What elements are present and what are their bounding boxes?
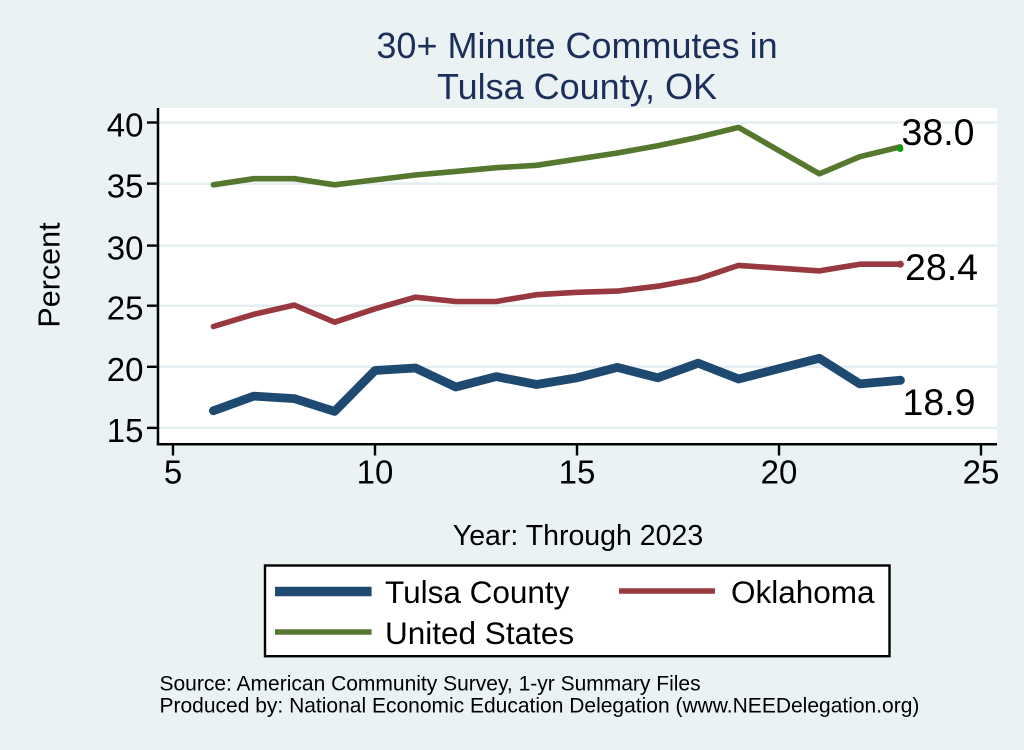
svg-text:30+ Minute Commutes in: 30+ Minute Commutes in <box>376 25 777 66</box>
svg-text:20: 20 <box>107 351 144 388</box>
svg-text:Percent: Percent <box>33 222 67 328</box>
svg-text:40: 40 <box>107 107 144 144</box>
svg-text:30: 30 <box>107 230 144 267</box>
svg-text:25: 25 <box>963 453 1000 490</box>
svg-text:10: 10 <box>357 453 394 490</box>
svg-text:20: 20 <box>761 453 798 490</box>
svg-text:38.0: 38.0 <box>902 111 975 153</box>
svg-text:Oklahoma: Oklahoma <box>731 574 875 610</box>
svg-text:28.4: 28.4 <box>905 246 978 288</box>
svg-text:Produced by: National Economic: Produced by: National Economic Education… <box>160 695 920 718</box>
svg-text:35: 35 <box>107 168 144 205</box>
svg-text:Tulsa County: Tulsa County <box>385 574 570 610</box>
svg-text:Tulsa County, OK: Tulsa County, OK <box>437 66 717 107</box>
svg-text:15: 15 <box>559 453 596 490</box>
svg-text:5: 5 <box>164 453 182 490</box>
svg-text:Year: Through 2023: Year: Through 2023 <box>453 520 703 552</box>
svg-text:18.9: 18.9 <box>903 381 976 423</box>
svg-text:25: 25 <box>107 290 144 327</box>
svg-text:Source: American Community Sur: Source: American Community Survey, 1-yr … <box>160 673 701 696</box>
svg-text:United States: United States <box>385 615 574 651</box>
svg-text:15: 15 <box>107 412 144 449</box>
